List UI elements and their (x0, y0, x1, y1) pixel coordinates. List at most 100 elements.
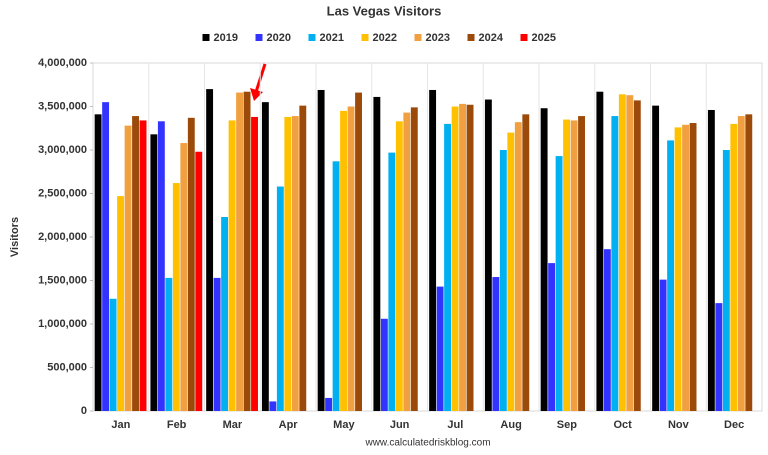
bar (243, 91, 251, 412)
y-tick-label: 3,500,000 (38, 100, 87, 112)
bar (507, 132, 515, 411)
bar (180, 143, 188, 412)
legend-label: 2019 (214, 32, 238, 44)
bar (332, 161, 340, 411)
bar (596, 91, 604, 412)
bar (674, 127, 682, 411)
x-tick-label: Mar (223, 419, 243, 431)
x-tick-label: Sep (557, 419, 577, 431)
bar (165, 277, 173, 411)
legend-swatch (202, 34, 210, 41)
y-tick-label: 4,000,000 (38, 57, 87, 69)
bar (172, 183, 180, 411)
y-tick-label: 0 (81, 405, 87, 417)
bar (737, 116, 745, 411)
bar (117, 196, 125, 411)
bar (745, 114, 753, 411)
legend-label: 2021 (320, 32, 344, 44)
bar (540, 108, 548, 412)
bar (436, 286, 444, 411)
bar (444, 123, 452, 412)
y-tick-label: 2,000,000 (38, 231, 87, 243)
bar (228, 120, 236, 412)
bar (715, 303, 723, 411)
bar (206, 89, 214, 411)
bar (484, 99, 492, 411)
bar (410, 107, 418, 412)
bar (603, 249, 611, 411)
bar (291, 116, 299, 411)
bar (195, 151, 203, 412)
bar (682, 124, 690, 412)
bar (388, 152, 396, 412)
bar (347, 106, 355, 411)
x-tick-label: Jan (111, 419, 130, 431)
source: www.calculatedriskblog.com (364, 438, 490, 449)
bar (276, 186, 284, 411)
bar (626, 95, 634, 411)
bar (150, 134, 158, 411)
bar (132, 116, 139, 411)
bar (157, 121, 165, 411)
bar (499, 150, 507, 411)
bar (340, 110, 348, 411)
y-tick-label: 500,000 (47, 361, 87, 373)
bar (284, 116, 292, 411)
bar (611, 116, 619, 411)
legend-swatch (361, 34, 369, 41)
bar (492, 277, 500, 411)
x-tick-label: May (333, 419, 355, 431)
bar (459, 103, 467, 411)
bar (380, 318, 388, 411)
bar (251, 116, 258, 411)
bar (522, 114, 530, 411)
bar (221, 216, 229, 411)
bar (667, 140, 675, 411)
bar (403, 112, 411, 411)
x-tick-label: Aug (500, 419, 521, 431)
x-tick-label: Feb (167, 419, 187, 431)
bar (555, 156, 563, 411)
bar (722, 150, 730, 411)
legend-label: 2023 (426, 32, 450, 44)
y-axis-label: Visitors (9, 217, 21, 257)
bar (451, 106, 459, 411)
bar (429, 89, 437, 411)
bar (109, 298, 117, 411)
y-tick-label: 1,500,000 (38, 274, 87, 286)
bar (355, 92, 362, 411)
y-tick-label: 3,000,000 (38, 144, 87, 156)
bar (618, 94, 626, 411)
bar (570, 120, 578, 412)
y-tick-label: 2,500,000 (38, 187, 87, 199)
bar (213, 277, 221, 411)
bar (578, 116, 585, 411)
bar (269, 401, 277, 411)
legend-label: 2022 (373, 32, 397, 44)
bar (730, 123, 738, 412)
bar (633, 100, 641, 411)
legend-swatch (255, 34, 263, 41)
bar (261, 102, 269, 412)
bar (236, 92, 244, 411)
bar (563, 119, 571, 412)
legend-label: 2020 (267, 32, 291, 44)
bar (187, 117, 195, 411)
legend-swatch (414, 34, 422, 41)
bar (659, 279, 667, 411)
x-tick-label: Apr (279, 419, 299, 431)
bar (94, 114, 102, 411)
x-tick-label: Dec (724, 419, 744, 431)
bar (373, 96, 381, 412)
bar (707, 109, 715, 411)
legend-swatch (308, 34, 316, 41)
legend-label: 2024 (479, 32, 504, 44)
bar (139, 120, 147, 412)
legend-label: 2025 (532, 32, 556, 44)
bar (124, 125, 132, 411)
bar (395, 121, 403, 411)
bar (325, 397, 333, 411)
bar (299, 105, 307, 411)
legend-swatch (467, 34, 475, 41)
